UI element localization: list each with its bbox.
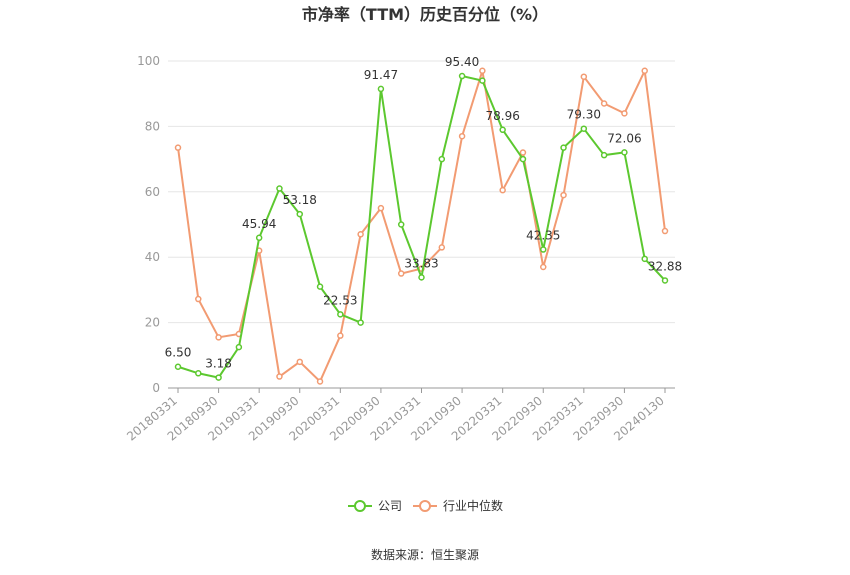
legend: 公司 行业中位数 [348,498,503,513]
data-point-company[interactable] [397,221,405,228]
data-label: 33.83 [404,256,438,270]
data-point-industry-median[interactable] [276,373,283,380]
chart-title: 市净率（TTM）历史百分位（%） [302,5,548,24]
data-point-company[interactable] [255,234,263,242]
data-point-company[interactable] [377,85,385,93]
data-label: 6.50 [165,346,192,360]
data-point-industry-median[interactable] [438,244,446,251]
data-label: 53.18 [283,193,317,207]
data-label: 79.30 [567,108,601,122]
data-point-industry-median[interactable] [377,204,385,212]
data-point-company[interactable] [357,319,364,326]
legend-item-industry-median[interactable]: 行业中位数 [413,498,503,513]
data-point-industry-median[interactable] [600,100,608,107]
y-tick-label: 40 [145,250,160,264]
data-source: 数据来源：恒生聚源 [371,547,479,562]
data-point-company[interactable] [296,210,303,218]
data-point-company[interactable] [418,274,425,281]
data-point-industry-median[interactable] [195,295,202,303]
data-point-industry-median[interactable] [499,186,506,194]
data-point-company[interactable] [519,155,527,163]
data-point-industry-median[interactable] [296,358,303,366]
data-point-company[interactable] [276,185,283,192]
data-label: 91.47 [364,68,398,82]
data-point-industry-median[interactable] [661,227,669,235]
data-point-industry-median[interactable] [540,263,547,271]
legend-industry-label: 行业中位数 [443,498,503,513]
data-point-company[interactable] [195,370,202,377]
data-point-company[interactable] [540,246,547,253]
data-point-industry-median[interactable] [479,67,486,75]
data-point-company[interactable] [479,77,486,84]
data-label: 95.40 [445,55,479,69]
data-point-company[interactable] [580,125,588,132]
y-tick-label: 60 [145,185,160,199]
data-point-industry-median[interactable] [397,270,405,277]
data-point-company[interactable] [316,283,324,290]
data-label: 3.18 [205,357,232,371]
data-point-industry-median[interactable] [458,132,466,140]
data-point-industry-median[interactable] [641,67,648,75]
data-point-industry-median[interactable] [337,332,344,339]
legend-item-company[interactable]: 公司 [348,499,402,513]
data-label: 78.96 [485,109,519,123]
data-point-industry-median[interactable] [519,149,527,156]
data-point-company[interactable] [174,363,182,370]
data-label: 72.06 [607,131,641,145]
series-lines [174,67,669,385]
data-label: 32.88 [648,259,682,273]
legend-company-marker [354,500,366,512]
data-point-industry-median[interactable] [357,231,364,238]
data-labels: 6.50 3.18 45.94 53.18 22.53 91.47 33.83 95.40 78… [165,55,683,371]
data-point-company[interactable] [235,343,243,351]
data-point-industry-median[interactable] [560,191,567,199]
data-point-company[interactable] [458,72,466,80]
data-point-industry-median[interactable] [621,110,628,117]
data-label: 42.35 [526,229,560,243]
data-point-company[interactable] [600,151,608,159]
data-label: 45.94 [242,217,276,231]
y-tick-label: 20 [145,316,160,330]
data-point-company[interactable] [215,374,222,381]
y-tick-label: 100 [137,54,160,68]
legend-industry-marker [419,500,431,512]
data-point-company[interactable] [621,149,628,156]
data-point-company[interactable] [438,155,446,163]
data-point-industry-median[interactable] [580,73,588,80]
y-tick-label: 0 [152,381,160,395]
y-tick-label: 80 [145,119,160,133]
grid-lines [168,60,675,324]
data-point-company[interactable] [560,144,567,151]
data-point-industry-median[interactable] [316,378,324,385]
data-point-company[interactable] [661,277,669,284]
data-point-company[interactable] [337,311,344,318]
data-point-company[interactable] [499,126,506,134]
legend-company-label: 公司 [378,499,402,513]
data-label: 22.53 [323,293,357,307]
data-point-industry-median[interactable] [215,334,222,341]
data-point-industry-median[interactable] [174,144,182,151]
data-point-company[interactable] [641,255,648,263]
